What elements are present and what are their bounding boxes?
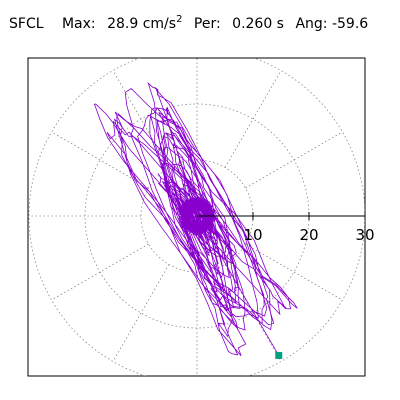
grid-spoke-210: [51, 243, 149, 301]
peak-marker: [275, 351, 283, 359]
max-label: Max:: [61, 16, 96, 32]
grid-spoke-120: [112, 70, 170, 168]
grid-spoke-330: [245, 243, 343, 301]
grid-spoke-150: [51, 131, 149, 189]
grid-spoke-300: [224, 264, 282, 362]
ang-value: -59.6: [331, 16, 369, 32]
grid-spoke-30: [245, 131, 343, 189]
motion-trace: [93, 81, 298, 357]
max-unit-exponent: 2: [176, 14, 183, 25]
station-label: SFCL: [9, 16, 44, 32]
per-label: Per:: [193, 16, 221, 32]
radial-tick-label-20: 20: [299, 226, 318, 244]
ang-label: Ang:: [295, 16, 328, 32]
max-unit: cm/s: [142, 16, 177, 32]
grid-spoke-240: [112, 264, 170, 362]
grid-spoke-60: [224, 70, 282, 168]
radial-tick-label-10: 10: [243, 226, 262, 244]
per-value: 0.260 s: [232, 16, 284, 32]
motion-trace-core: [177, 196, 217, 236]
max-value: 28.9: [107, 16, 139, 32]
radial-tick-label-30: 30: [355, 226, 374, 244]
chart-header: SFCL Max: 28.9 cm/s2 Per: 0.260 s Ang: -…: [9, 14, 368, 32]
